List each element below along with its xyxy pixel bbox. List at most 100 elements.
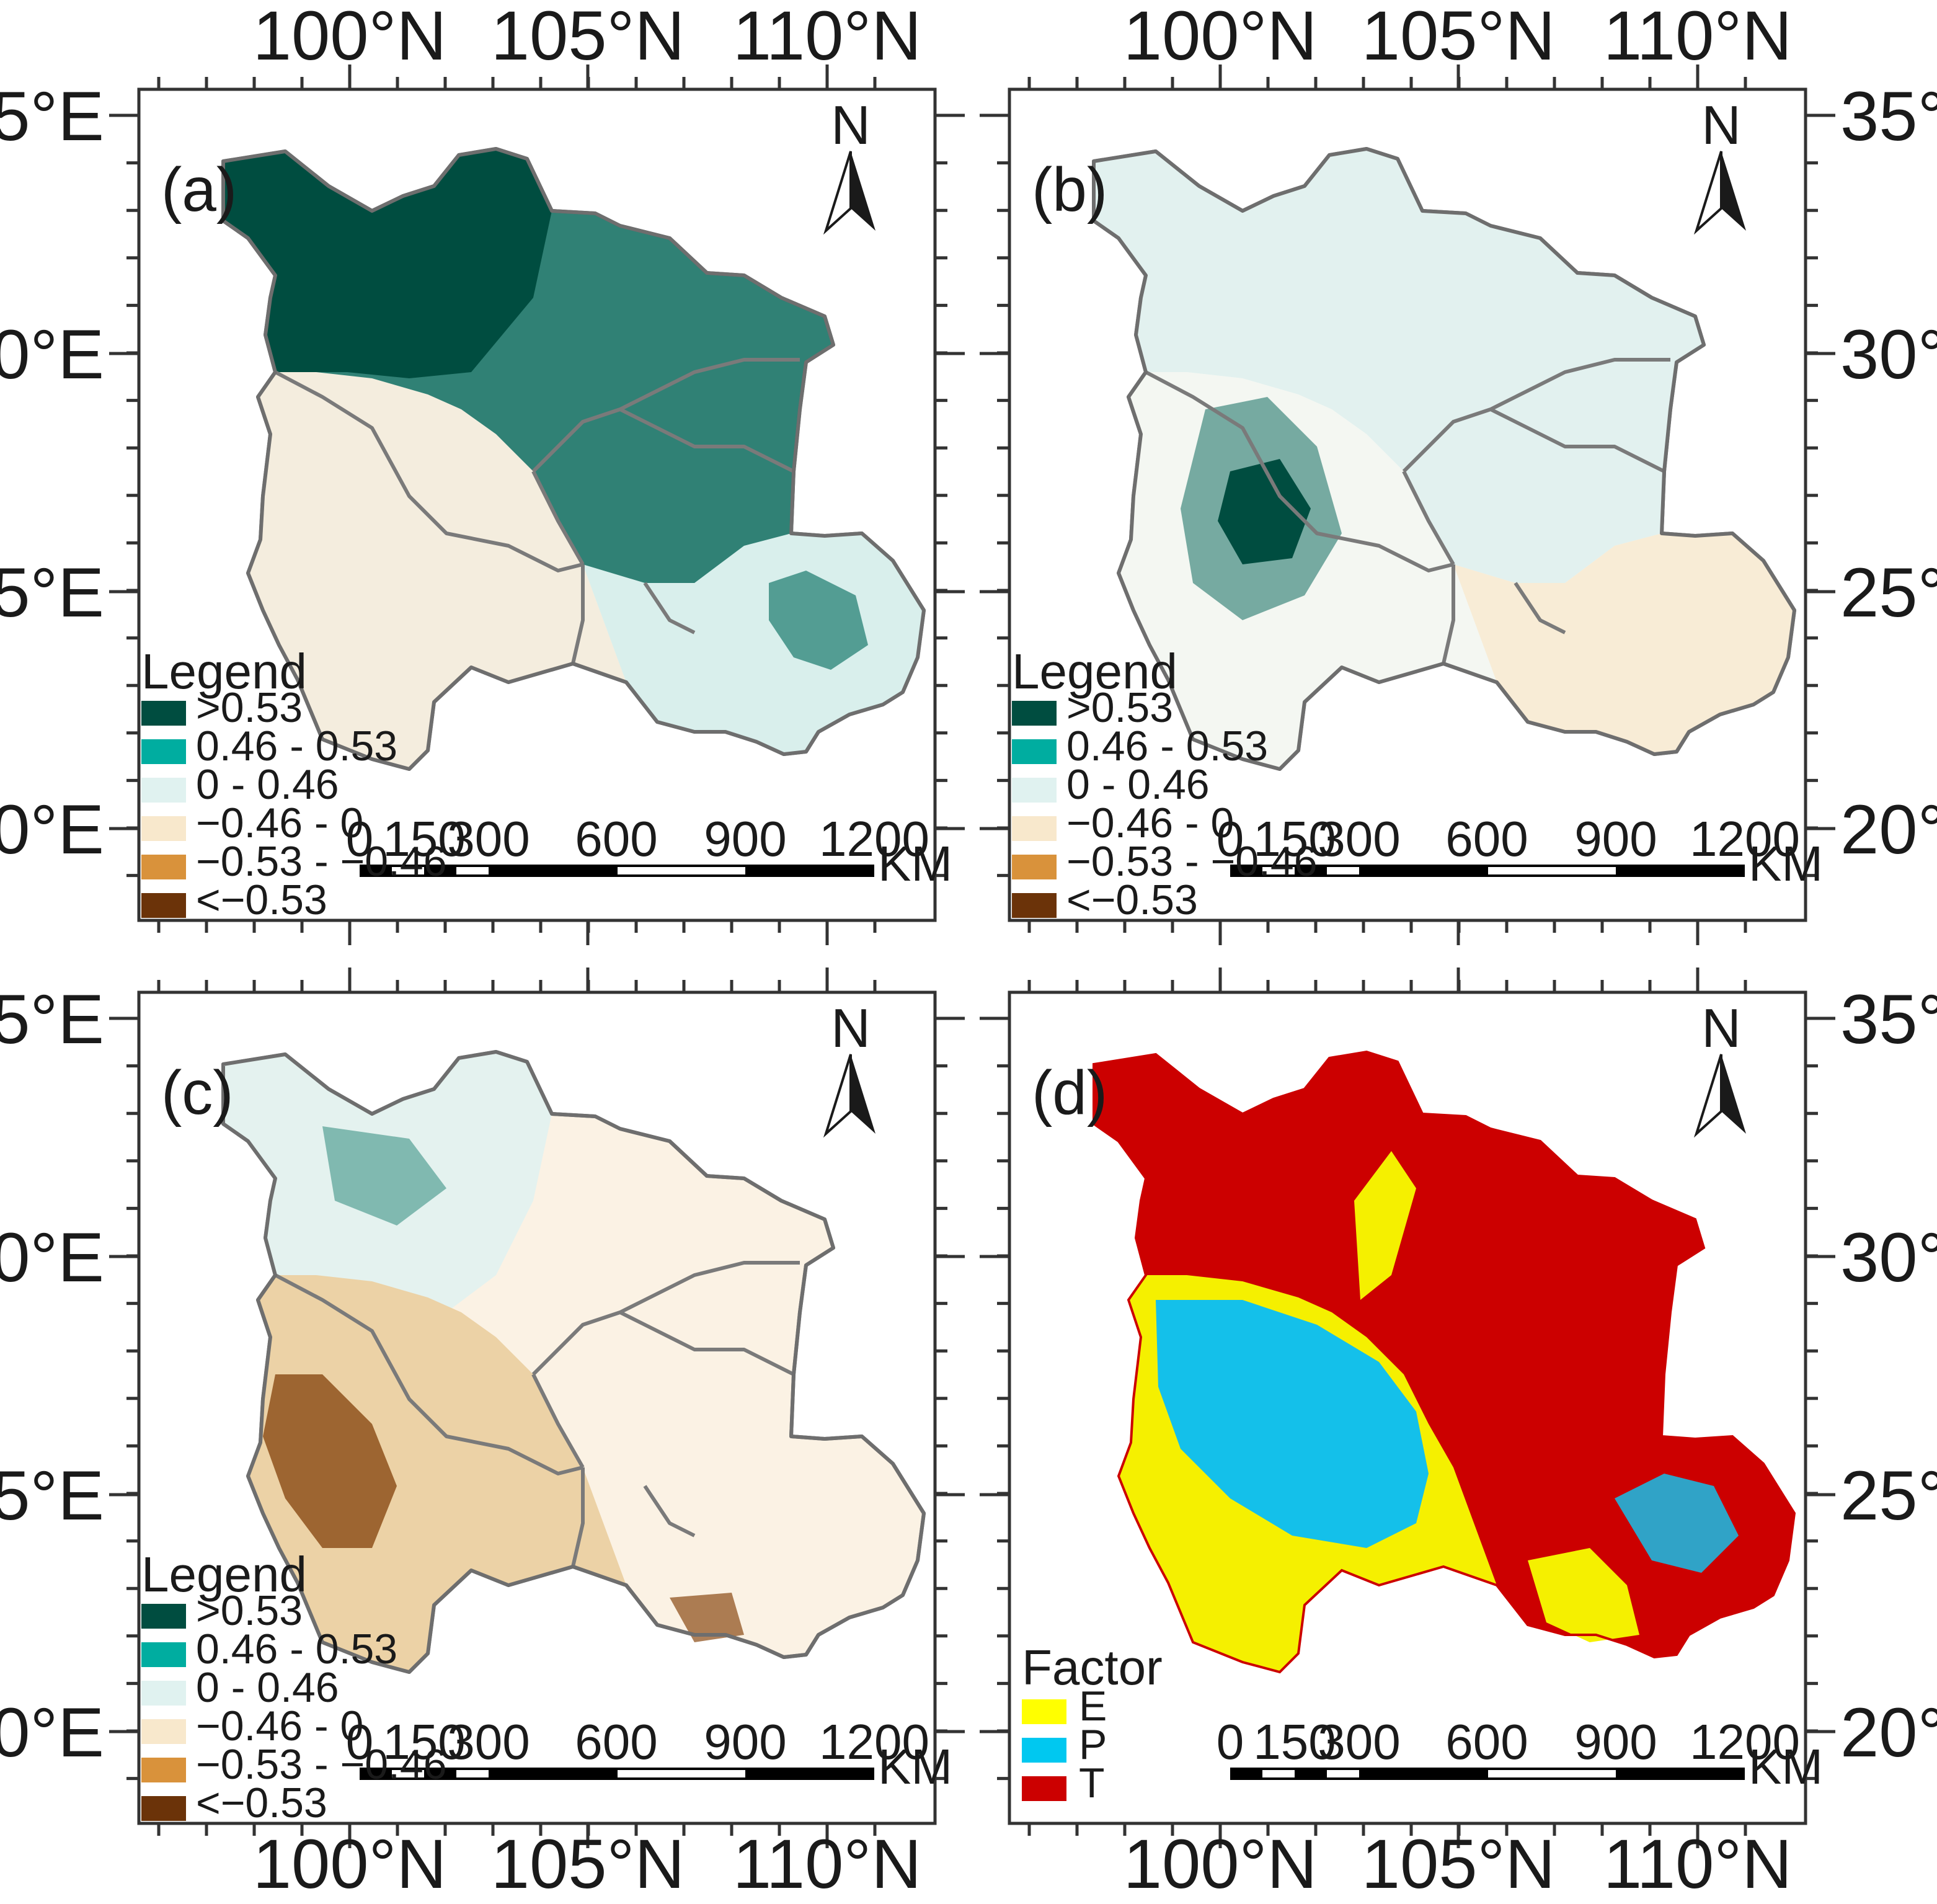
scale-tick-label: 1200 bbox=[1690, 811, 1800, 866]
latitude-label: 25°E bbox=[0, 554, 104, 631]
panel-label: (a) bbox=[161, 155, 237, 225]
scale-tick-label: 150 bbox=[383, 811, 465, 866]
legend-title: Legend bbox=[1012, 644, 1177, 699]
scale-tick-label: 300 bbox=[1318, 1714, 1400, 1769]
scale-tick-label: 150 bbox=[1253, 811, 1336, 866]
legend-swatch bbox=[1022, 1699, 1066, 1724]
longitude-label: 110°N bbox=[1603, 1825, 1792, 1903]
legend-swatch bbox=[1022, 1776, 1066, 1801]
scale-tick-label: 300 bbox=[447, 1714, 530, 1769]
legend-swatch bbox=[141, 816, 186, 841]
legend-label: >0.53 bbox=[196, 684, 303, 731]
legend-swatch bbox=[1012, 893, 1057, 918]
legend-label: −0.46 - 0 bbox=[196, 1702, 363, 1750]
scale-tick-label: 600 bbox=[575, 1714, 657, 1769]
latitude-label: 25°E bbox=[1840, 1457, 1937, 1534]
legend-label: <−0.53 bbox=[196, 1779, 327, 1826]
scale-tick-label: 600 bbox=[575, 811, 657, 866]
longitude-label: 105°N bbox=[1362, 0, 1556, 74]
legend-label: >0.53 bbox=[1066, 684, 1173, 731]
legend-swatch bbox=[141, 1681, 186, 1706]
scale-tick-label: 900 bbox=[1574, 1714, 1657, 1769]
latitude-label: 30°E bbox=[0, 316, 104, 393]
panel-label: (d) bbox=[1032, 1058, 1107, 1128]
panel-label: (b) bbox=[1032, 155, 1107, 225]
latitude-label: 25°E bbox=[0, 1457, 104, 1534]
legend-label: 0.46 - 0.53 bbox=[196, 1626, 397, 1673]
north-arrow-icon: N bbox=[825, 94, 877, 232]
longitude-label: 105°N bbox=[491, 0, 685, 74]
legend-label: −0.46 - 0 bbox=[196, 799, 363, 847]
latitude-label: 35°E bbox=[1840, 78, 1937, 155]
legend-swatch bbox=[141, 778, 186, 803]
legend-label: T bbox=[1079, 1759, 1105, 1807]
latitude-label: 20°E bbox=[1840, 791, 1937, 868]
map-legend: Legend>0.530.46 - 0.530 - 0.46−0.46 - 0−… bbox=[141, 644, 447, 923]
panel-d-se-yellow bbox=[1528, 1548, 1639, 1642]
north-arrow-icon: N bbox=[1695, 94, 1747, 232]
legend-label: 0 - 0.46 bbox=[1066, 761, 1210, 808]
panel-b bbox=[1008, 87, 1807, 922]
legend-label: <−0.53 bbox=[196, 876, 327, 923]
legend-label: 0 - 0.46 bbox=[196, 761, 339, 808]
panel-d-se-cyan bbox=[1615, 1474, 1739, 1573]
panel-c-north-patch bbox=[322, 1126, 446, 1226]
longitude-label: 100°N bbox=[253, 1825, 447, 1903]
scale-tick-label: 0 bbox=[346, 1714, 374, 1769]
longitude-label: 110°N bbox=[1603, 0, 1792, 74]
latitude-label: 20°E bbox=[0, 791, 104, 868]
latitude-label: 20°E bbox=[0, 1694, 104, 1771]
panel-c bbox=[137, 990, 937, 1825]
scale-tick-label: 600 bbox=[1445, 1714, 1528, 1769]
panel-d-north-streak bbox=[1354, 1151, 1416, 1300]
legend-title: Legend bbox=[141, 1547, 307, 1602]
longitude-label: 100°N bbox=[253, 0, 447, 74]
legend-label: 0 - 0.46 bbox=[196, 1664, 339, 1711]
latitude-label: 25°E bbox=[1840, 554, 1937, 631]
legend-swatch bbox=[141, 893, 186, 918]
legend-swatch bbox=[1012, 855, 1057, 879]
map-legend: Legend>0.530.46 - 0.530 - 0.46−0.46 - 0−… bbox=[141, 1547, 447, 1826]
longitude-label: 100°N bbox=[1124, 0, 1318, 74]
latitude-label: 30°E bbox=[1840, 316, 1937, 393]
scale-tick-label: 900 bbox=[704, 811, 786, 866]
legend-swatch bbox=[141, 1796, 186, 1821]
scale-tick-label: 900 bbox=[1574, 811, 1657, 866]
scale-tick-label: 0 bbox=[1217, 811, 1244, 866]
scale-unit: KM bbox=[1749, 836, 1823, 891]
panel-c-sw-dark bbox=[263, 1374, 397, 1548]
scale-tick-label: 0 bbox=[1217, 1714, 1244, 1769]
panel-a-high-core bbox=[223, 149, 552, 378]
latitude-label: 35°E bbox=[0, 78, 104, 155]
latitude-label: 30°E bbox=[0, 1219, 104, 1296]
legend-label: 0.46 - 0.53 bbox=[1066, 723, 1268, 770]
legend-swatch bbox=[141, 1642, 186, 1667]
legend-label: E bbox=[1079, 1683, 1107, 1730]
north-label: N bbox=[1701, 94, 1741, 156]
panel-a-se-patch bbox=[769, 571, 868, 670]
legend-swatch bbox=[141, 739, 186, 764]
legend-label: >0.53 bbox=[196, 1587, 303, 1634]
scale-unit: KM bbox=[878, 836, 952, 891]
legend-swatch bbox=[141, 855, 186, 879]
legend-swatch bbox=[1012, 739, 1057, 764]
longitude-label: 110°N bbox=[733, 1825, 921, 1903]
scale-unit: KM bbox=[1749, 1739, 1823, 1794]
legend-label: P bbox=[1079, 1721, 1107, 1768]
legend-title: Legend bbox=[141, 644, 307, 699]
longitude-label: 100°N bbox=[1124, 1825, 1318, 1903]
latitude-label: 20°E bbox=[1840, 1694, 1937, 1771]
legend-label: −0.53 - −0.46 bbox=[1066, 838, 1318, 885]
scale-tick-label: 1200 bbox=[1690, 1714, 1800, 1769]
